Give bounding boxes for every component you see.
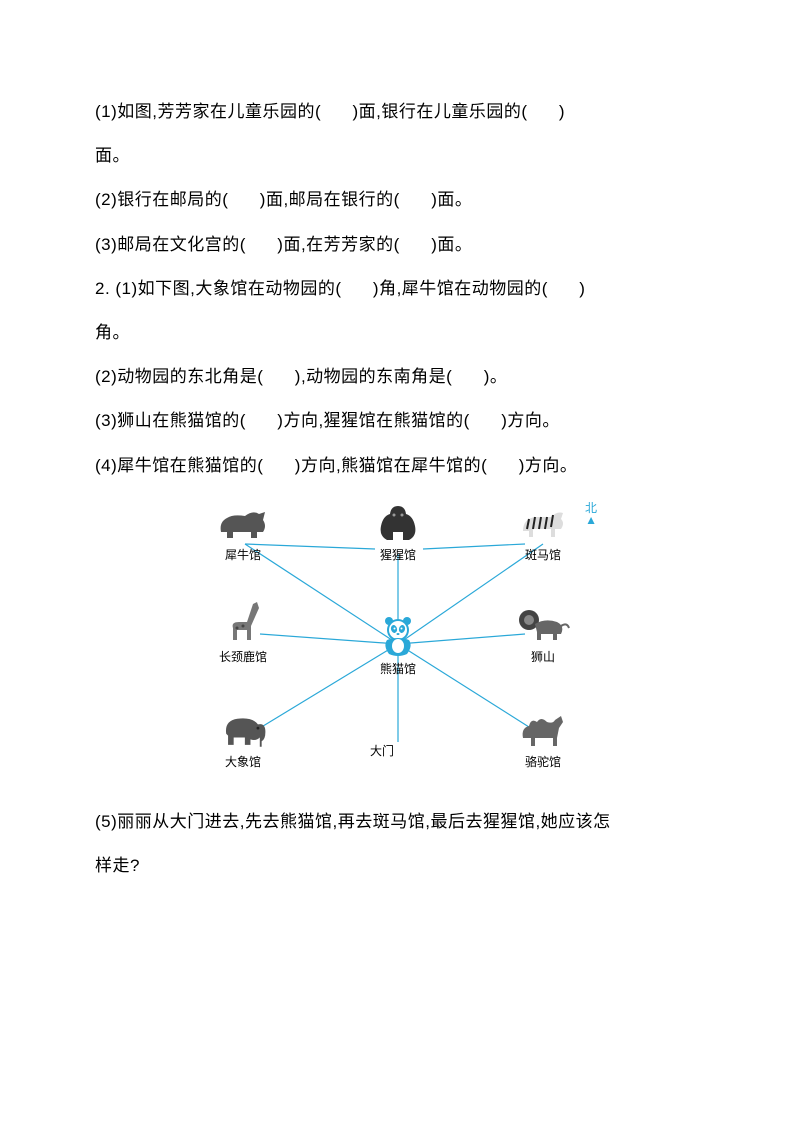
q2-line5: (4)犀牛馆在熊猫馆的( )方向,熊猫馆在犀牛馆的( )方向。 <box>95 444 698 488</box>
q2-l3b: ),动物园的东南角是( <box>295 367 453 386</box>
zebra-icon <box>515 502 571 544</box>
node-zebra: 斑马馆 <box>515 502 571 563</box>
q2-line1: 2. (1)如下图,大象馆在动物园的( )角,犀牛馆在动物园的( ) <box>95 267 698 311</box>
q2-l4b: )方向,猩猩馆在熊猫馆的( <box>277 411 470 430</box>
elephant-label: 大象馆 <box>215 753 271 770</box>
panda-label: 熊猫馆 <box>370 660 426 677</box>
q2-l4c: )方向。 <box>501 411 560 430</box>
rhino-icon <box>215 502 271 544</box>
q2-l5b: )方向,熊猫馆在犀牛馆的( <box>295 456 488 475</box>
giraffe-label: 长颈鹿馆 <box>215 648 271 665</box>
q1-l4b: )面,在芳芳家的( <box>277 235 400 254</box>
q5-line2: 样走? <box>95 844 698 888</box>
giraffe-icon <box>215 604 271 646</box>
q2-l1c: ) <box>579 279 585 298</box>
camel-label: 骆驼馆 <box>515 753 571 770</box>
q1-l3a: (2)银行在邮局的( <box>95 190 228 209</box>
elephant-icon <box>215 709 271 751</box>
q1-l4a: (3)邮局在文化宫的( <box>95 235 246 254</box>
zoo-diagram: 犀牛馆 猩猩馆 斑马馆 长颈鹿馆 熊猫馆 <box>155 494 615 794</box>
q2-line4: (3)狮山在熊猫馆的( )方向,猩猩馆在熊猫馆的( )方向。 <box>95 399 698 443</box>
gate-label: 大门 <box>370 742 394 759</box>
gorilla-label: 猩猩馆 <box>370 546 426 563</box>
q1-l1c: ) <box>559 102 565 121</box>
q1-line1: (1)如图,芳芳家在儿童乐园的( )面,银行在儿童乐园的( ) <box>95 90 698 134</box>
node-gorilla: 猩猩馆 <box>370 502 426 563</box>
node-panda: 熊猫馆 <box>370 612 426 677</box>
panda-icon <box>370 612 426 658</box>
q1-l4c: )面。 <box>431 235 472 254</box>
node-gate: 大门 <box>370 742 394 759</box>
q2-l1b: )角,犀牛馆在动物园的( <box>373 279 548 298</box>
q1-line3: (2)银行在邮局的( )面,邮局在银行的( )面。 <box>95 178 698 222</box>
q1-l3c: )面。 <box>431 190 472 209</box>
compass-arrow-icon: ▲ <box>585 514 597 526</box>
compass-label: 北 <box>585 502 597 514</box>
q1-l1b: )面,银行在儿童乐园的( <box>353 102 528 121</box>
camel-icon <box>515 709 571 751</box>
node-giraffe: 长颈鹿馆 <box>215 604 271 665</box>
q2-l5a: (4)犀牛馆在熊猫馆的( <box>95 456 263 475</box>
q2-line3: (2)动物园的东北角是( ),动物园的东南角是( )。 <box>95 355 698 399</box>
q2-l1a: 2. (1)如下图,大象馆在动物园的( <box>95 279 342 298</box>
q2-l3c: )。 <box>484 367 508 386</box>
lion-icon <box>515 604 571 646</box>
q5-line1: (5)丽丽从大门进去,先去熊猫馆,再去斑马馆,最后去猩猩馆,她应该怎 <box>95 800 698 844</box>
gorilla-icon <box>370 502 426 544</box>
rhino-label: 犀牛馆 <box>215 546 271 563</box>
node-lion: 狮山 <box>515 604 571 665</box>
q1-l3b: )面,邮局在银行的( <box>260 190 400 209</box>
q1-line2: 面。 <box>95 134 698 178</box>
q1-line4: (3)邮局在文化宫的( )面,在芳芳家的( )面。 <box>95 223 698 267</box>
q2-line2: 角。 <box>95 311 698 355</box>
zebra-label: 斑马馆 <box>515 546 571 563</box>
node-camel: 骆驼馆 <box>515 709 571 770</box>
compass-north: 北 ▲ <box>585 502 597 526</box>
node-rhino: 犀牛馆 <box>215 502 271 563</box>
node-elephant: 大象馆 <box>215 709 271 770</box>
q2-l5c: )方向。 <box>519 456 578 475</box>
q2-l4a: (3)狮山在熊猫馆的( <box>95 411 246 430</box>
q2-l3a: (2)动物园的东北角是( <box>95 367 263 386</box>
q1-l1a: (1)如图,芳芳家在儿童乐园的( <box>95 102 321 121</box>
lion-label: 狮山 <box>515 648 571 665</box>
